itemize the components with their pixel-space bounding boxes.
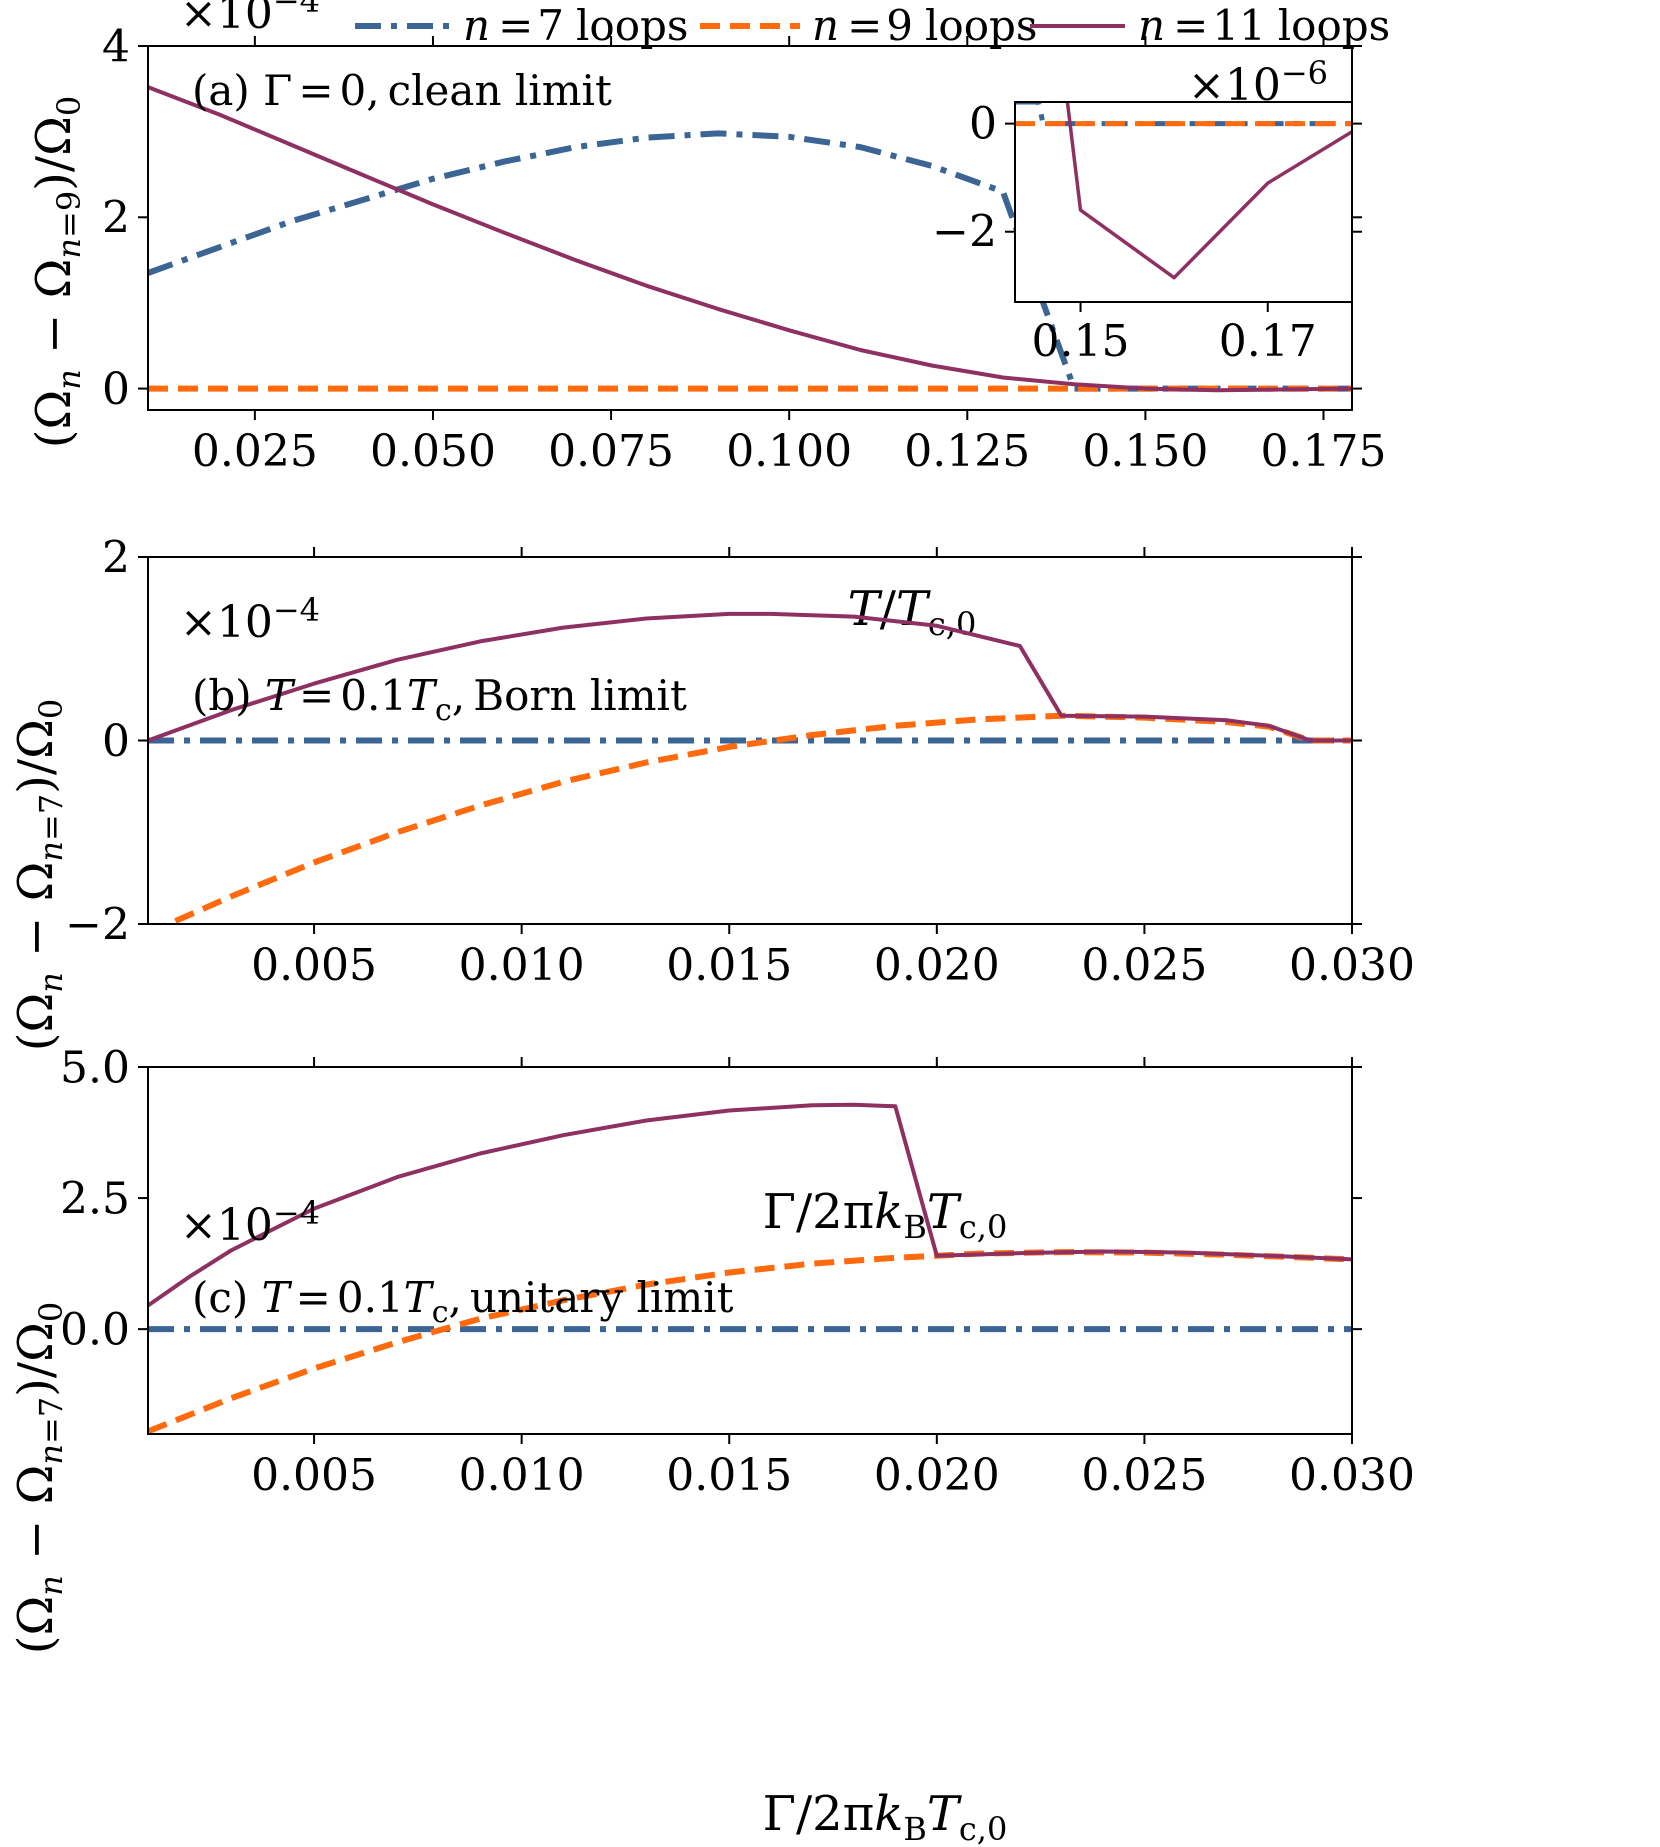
- legend-entry-n7: n =7 loops: [355, 1, 688, 50]
- inset-0-series-n11: [1065, 102, 1352, 280]
- panel-2-xtick-label: 0.030: [1289, 1450, 1415, 1501]
- panel-b-xlabel: Γ/2πkBTc,0: [763, 1184, 1008, 1246]
- inset-0-ytick-label: −2: [932, 206, 997, 257]
- legend-label-n7: n =7 loops: [463, 1, 688, 50]
- panel-2-ytick-label: 2.5: [60, 1173, 130, 1224]
- panel-0-xtick-label: 0.100: [726, 426, 852, 477]
- inset-axes: 0.15 0.17 0 −2: [932, 98, 1362, 367]
- panel-0-series-n11: [148, 85, 1352, 393]
- panel-2-ytick-label: 0.0: [60, 1305, 130, 1356]
- panel-0-xtick-label: 0.150: [1082, 426, 1208, 477]
- panel-2-xtick-label: 0.025: [1081, 1450, 1207, 1501]
- panel-b-y-scale: ×10−4: [180, 591, 320, 648]
- panel-a-label: (a) Γ = 0, clean limit: [192, 66, 612, 115]
- legend-entry-n11: n =11 loops: [1030, 1, 1390, 50]
- panel-0-xtick-label: 0.075: [548, 426, 674, 477]
- inset-0-xtick-label: 0.17: [1219, 316, 1317, 367]
- panel-0-ytick-label: 2: [102, 193, 130, 244]
- panel-1-ytick-label: 2: [102, 532, 130, 583]
- panel-a-xlabel: T/Tc,0: [848, 581, 977, 643]
- panel-1-plot-area: [148, 611, 1352, 924]
- panel-0-xtick-label: 0.050: [370, 426, 496, 477]
- legend-label-n9: n =9 loops: [812, 1, 1037, 50]
- panel-2-frame: [147, 1066, 1353, 1435]
- panel-b: 0.005 0.010 0.015 0.020 0.025 0.030 −2 0 2 ×10−4…: [8, 532, 1415, 1246]
- panel-c: 0.005 0.010 0.015 0.020 0.025 0.0300.02.55.0 …: [8, 1042, 1415, 1847]
- panel-2-plot-area: [148, 1102, 1352, 1434]
- panel-c-xlabel: Γ/2πkBTc,0: [763, 1786, 1008, 1847]
- panel-0-xtick-label: 0.175: [1261, 426, 1387, 477]
- panel-1-xtick-label: 0.025: [1081, 940, 1207, 991]
- panel-a-y-scale: ×10−4: [180, 0, 320, 39]
- panel-0-series-n7: [148, 130, 1352, 392]
- inset-0-background: [1015, 102, 1352, 302]
- panel-2-xtick-label: 0.020: [874, 1450, 1000, 1501]
- panel-1-ytick-label: 0: [102, 716, 130, 767]
- panel-2-ytick-label: 5.0: [60, 1042, 130, 1093]
- panel-1-xtick-label: 0.005: [251, 940, 377, 991]
- panel-2-xtick-label: 0.005: [251, 1450, 377, 1501]
- panel-2-series-n11: [148, 1102, 1352, 1308]
- panel-2-axes: 0.005 0.010 0.015 0.020 0.025 0.030 0.0 2.5 5.0: [60, 1042, 1415, 1501]
- panel-a-ylabel: (Ωn − Ωn=9)/Ω0: [26, 96, 88, 449]
- panel-1-xtick-label: 0.030: [1289, 940, 1415, 991]
- panel-c-ylabel: (Ωn − Ωn=7)/Ω0: [8, 1302, 70, 1655]
- panel-0-ytick-label: 4: [102, 21, 130, 72]
- panel-1-axes: 0.005 0.010 0.015 0.020 0.025 0.030 −2 0 2: [65, 532, 1415, 991]
- inset-0-frame: [1014, 101, 1353, 303]
- panel-1-xtick-label: 0.010: [459, 940, 585, 991]
- panel-b-label: (b) T = 0.1Tc, Born limit: [192, 671, 687, 728]
- panel-b-ylabel: (Ωn − Ωn=7)/Ω0: [8, 699, 70, 1052]
- inset-0-xtick-label: 0.15: [1032, 316, 1130, 367]
- panel-0-xtick-label: 0.025: [192, 426, 318, 477]
- inset-0-ytick-label: 0: [969, 98, 997, 149]
- panel-1-xtick-label: 0.015: [666, 940, 792, 991]
- inset-0-plot-area: [1015, 102, 1352, 280]
- panel-a-inset-y-scale: ×10−6: [1188, 54, 1328, 111]
- legend-label-n11: n =11 loops: [1138, 1, 1390, 50]
- panel-c-y-scale: ×10−4: [180, 1194, 320, 1251]
- panel-1-xtick-label: 0.020: [874, 940, 1000, 991]
- panel-1-series-n9: [161, 712, 1352, 924]
- legend: n =7 loops n =9 loops n =11 loops: [355, 1, 1390, 50]
- panel-2-xtick-label: 0.015: [666, 1450, 792, 1501]
- panel-1-series-n11: [148, 611, 1352, 743]
- panel-2-xtick-label: 0.010: [459, 1450, 585, 1501]
- panel-0-xtick-label: 0.125: [904, 426, 1030, 477]
- panel-a-inset: 0.15 0.17 0 −2 ×10−6: [932, 54, 1362, 367]
- legend-entry-n9: n =9 loops: [700, 1, 1037, 50]
- panel-1-ytick-label: −2: [65, 899, 130, 950]
- panel-0-ytick-label: 0: [102, 364, 130, 415]
- panel-0-plot-area: [148, 85, 1352, 393]
